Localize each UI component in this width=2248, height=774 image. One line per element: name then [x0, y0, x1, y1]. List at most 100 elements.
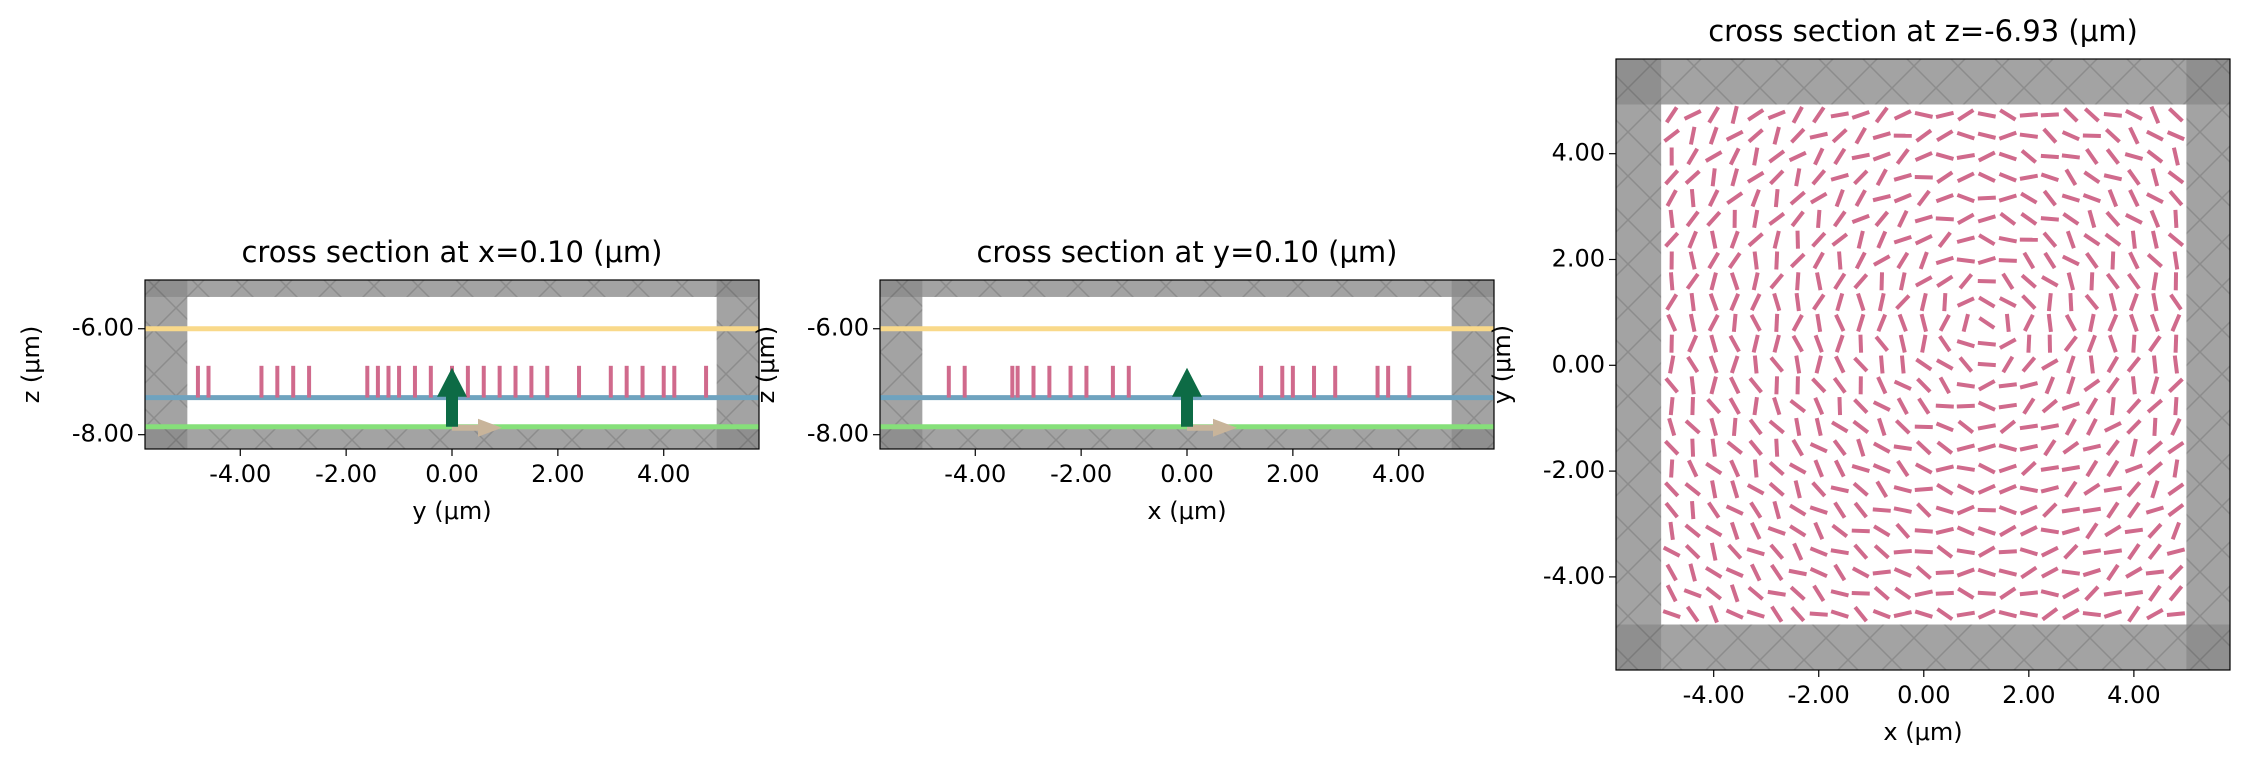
meta-atom	[1936, 482, 1954, 496]
meta-atom	[2061, 587, 2080, 600]
meta-atom	[2128, 292, 2139, 312]
meta-atom	[1998, 568, 2018, 577]
meta-atom	[1794, 417, 1802, 437]
meta-atom	[1978, 295, 1996, 309]
x-tick-label: -4.00	[944, 460, 1006, 488]
meta-atom	[1977, 150, 1996, 163]
meta-atom	[2019, 381, 2039, 390]
meta-atom	[2061, 569, 2081, 576]
meta-atom	[2126, 356, 2142, 373]
meta-atom	[1893, 172, 1912, 182]
y-tick-label: -6.00	[72, 314, 134, 342]
y-tick-label: -6.00	[807, 314, 869, 342]
meta-atom	[2082, 611, 2102, 618]
meta-atom	[1809, 131, 1828, 140]
meta-atom	[2042, 127, 2058, 144]
meta-atom	[1956, 548, 1976, 556]
meta-atom	[1729, 355, 1740, 374]
meta-atom	[1688, 313, 1697, 333]
meta-atom	[1708, 355, 1719, 374]
meta-atom	[1752, 459, 1759, 478]
meta-atom	[1668, 272, 1675, 291]
meta-atom	[1856, 292, 1866, 312]
meta-atom	[2147, 522, 2163, 539]
meta-atom	[1935, 216, 1954, 222]
meta-atom	[1834, 355, 1846, 374]
meta-atom	[1977, 111, 1997, 119]
meta-atom	[1957, 419, 1975, 435]
meta-atom	[1768, 211, 1786, 226]
meta-atom	[2107, 188, 2119, 208]
meta-atom	[1768, 460, 1785, 477]
meta-atom	[1747, 585, 1764, 601]
meta-atom	[1809, 566, 1828, 579]
meta-atom	[1893, 567, 1912, 578]
meta-atom	[1894, 419, 1911, 435]
meta-atom	[1853, 273, 1869, 290]
meta-atom	[1915, 565, 1932, 580]
meta-atom	[1830, 548, 1849, 556]
meta-atom	[1812, 251, 1825, 270]
meta-atom	[2110, 396, 2116, 416]
pillar	[1110, 365, 1115, 398]
meta-atom	[2020, 212, 2038, 226]
meta-atom	[1809, 191, 1828, 205]
meta-atom	[2019, 173, 2039, 181]
meta-atom	[1956, 171, 1975, 184]
meta-atom	[2019, 525, 2038, 537]
meta-atom	[1856, 438, 1866, 457]
x-tick-label: 0.00	[1897, 681, 1950, 709]
meta-atom	[1958, 273, 1974, 290]
meta-atom	[1977, 379, 1996, 392]
meta-atom	[1731, 417, 1738, 437]
meta-atom	[1749, 521, 1762, 540]
axes-title: cross section at y=0.10 (μm)	[976, 235, 1397, 269]
meta-atom	[1790, 210, 1805, 228]
meta-atom	[2041, 398, 2059, 414]
meta-atom	[1977, 131, 1997, 140]
pillar	[661, 365, 666, 398]
meta-atom	[1774, 313, 1780, 332]
meta-atom	[1709, 230, 1718, 249]
meta-atom	[1872, 507, 1891, 513]
meta-atom	[2103, 548, 2123, 556]
meta-atom	[2107, 313, 2119, 332]
meta-atom	[2063, 543, 2079, 560]
pillar	[704, 365, 709, 398]
meta-atom	[1832, 210, 1847, 228]
meta-atom	[2004, 313, 2011, 333]
meta-atom	[1977, 214, 1997, 224]
meta-atom	[2146, 253, 2163, 268]
meta-atom	[1978, 233, 1996, 247]
meta-atom	[2151, 355, 2158, 374]
meta-atom	[1725, 504, 1744, 516]
meta-atom	[1707, 501, 1721, 519]
y-tick-label: -8.00	[807, 420, 869, 448]
meta-atom	[1794, 292, 1801, 312]
x-tick-label: 4.00	[1372, 460, 1425, 488]
meta-atom	[1749, 314, 1762, 332]
meta-atom	[1668, 355, 1676, 374]
meta-atom	[1877, 417, 1887, 437]
pillar	[412, 365, 417, 398]
meta-atom	[2083, 107, 2100, 123]
meta-atom	[1662, 545, 1681, 558]
pillar	[386, 365, 391, 398]
meta-atom	[2103, 173, 2123, 182]
meta-atom	[1856, 230, 1865, 249]
source-pol-arrow	[452, 418, 502, 437]
meta-atom	[1873, 585, 1890, 601]
meta-atom	[2146, 440, 2164, 456]
meta-atom	[1813, 397, 1825, 416]
meta-atom	[2167, 232, 2185, 247]
meta-atom	[1707, 251, 1721, 270]
meta-atom	[1977, 526, 1996, 536]
meta-atom	[1834, 334, 1845, 353]
meta-atom	[2083, 233, 2101, 247]
meta-atom	[1665, 189, 1678, 207]
meta-atom	[2127, 605, 2141, 623]
meta-atom	[2170, 521, 2181, 541]
meta-atom	[2130, 230, 2137, 249]
pillar	[608, 365, 613, 398]
meta-atom	[2065, 230, 2076, 249]
